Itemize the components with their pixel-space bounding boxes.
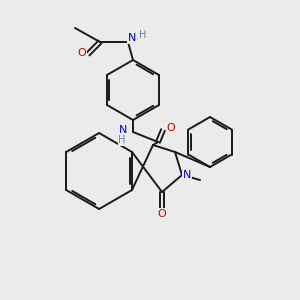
Text: O: O	[78, 48, 86, 58]
Text: H: H	[139, 30, 147, 40]
Text: O: O	[167, 123, 176, 133]
Text: N: N	[119, 125, 127, 135]
Text: H: H	[118, 135, 126, 145]
Text: N: N	[183, 170, 191, 180]
Text: O: O	[158, 209, 166, 219]
Text: N: N	[128, 33, 136, 43]
